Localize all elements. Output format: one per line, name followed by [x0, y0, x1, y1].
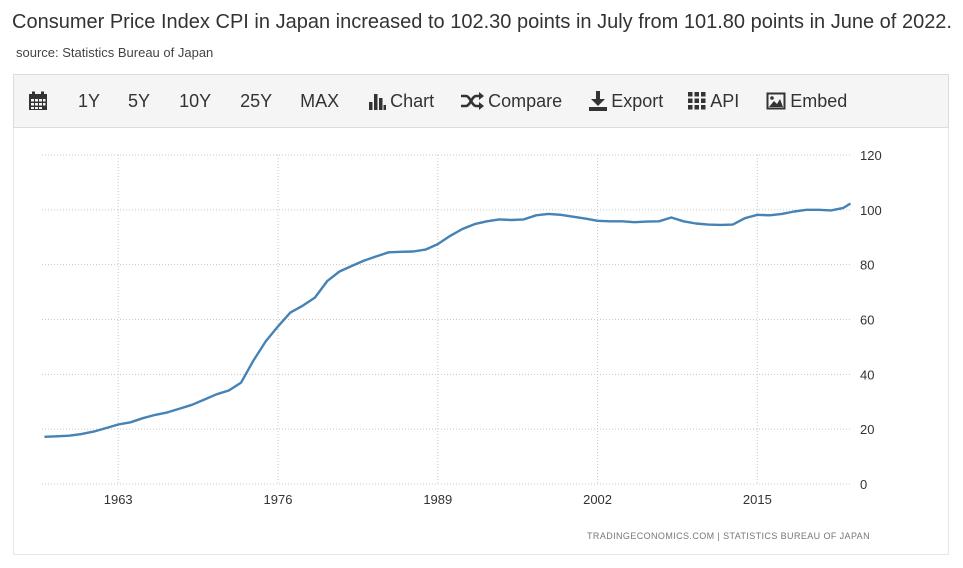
x-tick-label: 1963: [104, 492, 133, 507]
api-button[interactable]: API: [688, 75, 739, 127]
chart-credit: TRADINGECONOMICS.COM | STATISTICS BUREAU…: [587, 531, 870, 541]
calendar-icon: [29, 91, 47, 110]
range-10y-button[interactable]: 10Y: [179, 90, 212, 111]
embed-button-label: Embed: [790, 90, 848, 111]
range-1y-button[interactable]: 1Y: [78, 90, 101, 111]
chart-button[interactable]: Chart: [368, 75, 434, 127]
grid-icon: [688, 92, 706, 110]
y-tick-label: 20: [860, 422, 874, 437]
headline-text: Consumer Price Index CPI in Japan increa…: [12, 11, 952, 33]
export-button[interactable]: Export: [589, 75, 663, 127]
y-tick-label: 0: [860, 477, 867, 492]
bar-chart-icon: [369, 94, 387, 110]
y-tick-label: 40: [860, 367, 874, 382]
range-5y-button[interactable]: 5Y: [128, 90, 151, 111]
x-tick-label: 2015: [743, 492, 772, 507]
x-tick-label: 1976: [264, 492, 293, 507]
image-icon: [766, 92, 786, 110]
cpi-line-chart: 0 20 40 60 80 100 120 1963 1976 1989 2002 2015 TRA…: [42, 148, 882, 541]
shuffle-icon: [461, 92, 485, 110]
y-tick-label: 120: [860, 148, 882, 163]
export-button-label: Export: [611, 90, 664, 111]
headline-source: source: Statistics Bureau of Japan: [16, 45, 214, 60]
compare-button[interactable]: Compare: [460, 75, 562, 127]
headline: Consumer Price Index CPI in Japan increa…: [12, 8, 952, 67]
compare-button-label: Compare: [488, 90, 563, 111]
chart-button-label: Chart: [390, 90, 435, 111]
range-25y-button[interactable]: 25Y: [240, 90, 273, 111]
range-max-button[interactable]: MAX: [300, 90, 340, 111]
x-tick-label: 1989: [423, 492, 452, 507]
api-button-label: API: [710, 90, 740, 111]
chart-toolbar: 1Y 5Y 10Y 25Y MAX Chart Compare Export: [13, 74, 949, 128]
embed-button[interactable]: Embed: [766, 75, 847, 127]
cpi-series-line: [44, 202, 852, 438]
calendar-button[interactable]: [28, 75, 52, 127]
x-tick-label: 2002: [583, 492, 612, 507]
y-tick-label: 100: [860, 203, 882, 218]
chart-container: 0 20 40 60 80 100 120 1963 1976 1989 2002 2015 TRA…: [13, 128, 949, 555]
download-icon: [589, 91, 608, 111]
y-tick-label: 80: [860, 258, 874, 273]
y-tick-label: 60: [860, 313, 874, 328]
